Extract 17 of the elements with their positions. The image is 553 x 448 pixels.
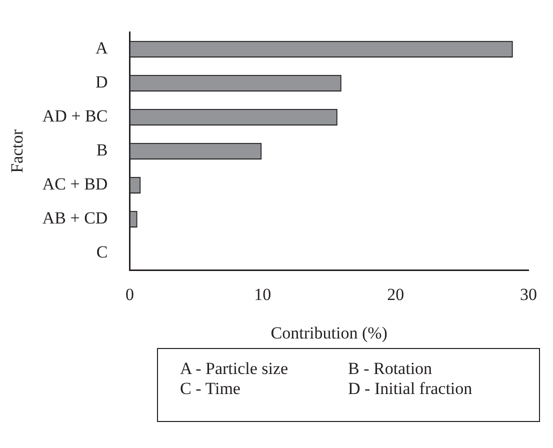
text: D - Initial fraction (348, 379, 474, 399)
text: A - Particle size (180, 359, 290, 379)
y-tick-label: B (96, 140, 108, 160)
x-tick-label: 10 (254, 284, 272, 304)
y-tick-label: AD + BC (42, 106, 108, 126)
x-tick-label: 0 (125, 284, 134, 304)
text: C - Time (180, 379, 242, 399)
x-tick-label: 20 (387, 284, 404, 304)
y-tick-label: AC + BD (42, 174, 108, 194)
x-axis-title: Contribution (%) (270, 323, 388, 342)
y-tick-label: D (95, 72, 108, 92)
y-tick-label: A (95, 38, 108, 58)
y-axis-title: Factor (8, 129, 27, 173)
x-tick-label: 30 (520, 284, 537, 304)
y-tick-label: AB + CD (42, 208, 108, 228)
text: B - Rotation (348, 359, 434, 379)
y-tick-label: C (96, 242, 108, 262)
